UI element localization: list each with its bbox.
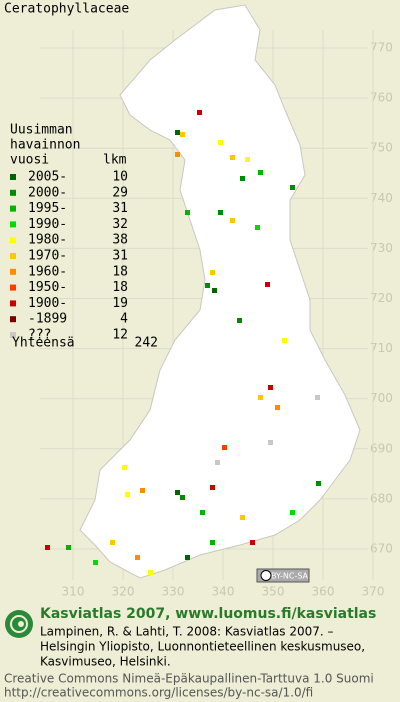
y-grid-label: 700	[370, 391, 393, 405]
legend-total: 242	[135, 336, 158, 351]
map-outline	[79, 4, 361, 579]
y-grid-label: 770	[370, 41, 393, 55]
citation-line: Lampinen, R. & Lahti, T. 2008: Kasviatla…	[40, 625, 334, 639]
x-grid-label: 310	[62, 585, 85, 599]
title: Ceratophyllaceae	[4, 2, 129, 17]
license-badge: BY-NC-SA	[256, 568, 310, 583]
legend-count: 4	[120, 312, 128, 327]
legend-label: 1970-	[28, 249, 67, 264]
legend-swatch	[10, 189, 16, 196]
license-line: http://creativecommons.org/licenses/by-n…	[4, 686, 313, 700]
legend-label: 2000-	[28, 185, 67, 200]
badge-text: BY-NC-SA	[271, 572, 309, 581]
occurrence-squares	[45, 110, 321, 575]
y-grid-label: 730	[370, 241, 393, 255]
legend-label: 2005-	[28, 170, 67, 185]
legend-swatch	[10, 221, 16, 228]
legend-label: 1995-	[28, 201, 67, 216]
legend-label: 1950-	[28, 280, 67, 295]
legend-swatch	[10, 174, 16, 180]
y-grid-label: 760	[370, 91, 393, 105]
x-grid-label: 370	[362, 585, 385, 599]
legend-count: 12	[112, 328, 128, 343]
footer-title: Kasviatlas 2007, www.luomus.fi/kasviatla…	[40, 606, 376, 622]
legend-label: 1990-	[28, 217, 67, 232]
legend-count: 31	[112, 201, 128, 216]
legend-count: 18	[112, 280, 128, 295]
legend-label: ???	[28, 328, 51, 343]
legend-count: 31	[112, 249, 128, 264]
x-grid-label: 360	[312, 585, 335, 599]
legend-count: 29	[112, 185, 128, 200]
x-grid-label: 340	[212, 585, 235, 599]
y-grid-label: 750	[370, 141, 393, 155]
legend-swatch	[10, 332, 16, 338]
legend-label: 1900-	[28, 296, 67, 311]
x-grid-label: 320	[112, 585, 135, 599]
legend-label: -1899	[28, 312, 67, 327]
legend-count: 38	[112, 233, 128, 248]
legend-swatch	[10, 205, 16, 212]
legend-heading: lkm	[103, 153, 127, 168]
y-grid-label: 670	[370, 542, 393, 556]
citation-line: Helsingin Yliopisto, Luonnontieteellinen…	[40, 640, 365, 654]
legend-swatch	[10, 300, 16, 307]
y-grid-label: 680	[370, 491, 393, 505]
legend-label: 1960-	[28, 264, 67, 279]
legend-swatch	[10, 316, 16, 323]
legend-heading: vuosi	[10, 153, 49, 168]
logo	[5, 610, 33, 638]
legend-heading: Uusimman	[10, 123, 73, 138]
citation-line: Kasvimuseo, Helsinki.	[40, 655, 171, 669]
legend-swatch	[10, 237, 16, 244]
legend-count: 19	[112, 296, 128, 311]
legend-swatch	[10, 253, 16, 259]
y-grid-label: 710	[370, 341, 393, 355]
legend-swatch	[10, 268, 16, 275]
legend-heading: havainnon	[10, 138, 80, 153]
x-grid-label: 330	[162, 585, 185, 599]
y-grid-label: 720	[370, 291, 393, 305]
legend-label: 1980-	[28, 233, 67, 248]
legend-count: 32	[112, 217, 128, 232]
legend-count: 10	[112, 170, 128, 185]
x-grid-label: 350	[262, 585, 285, 599]
legend-swatch	[10, 284, 16, 291]
y-grid-label: 740	[370, 191, 393, 205]
legend-total-label: Yhteensä	[12, 336, 75, 351]
y-grid-label: 690	[370, 441, 393, 455]
legend-count: 18	[112, 264, 128, 279]
license-line: Creative Commons Nimeä-Epäkaupallinen-Ta…	[4, 672, 374, 686]
